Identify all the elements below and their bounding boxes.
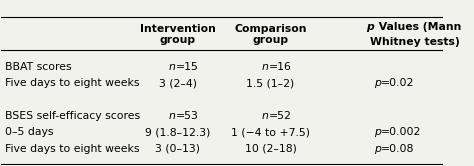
Text: 3 (2–4): 3 (2–4) [159,78,197,88]
Text: 10 (2–18): 10 (2–18) [245,144,297,154]
Text: n: n [169,111,175,121]
Text: n: n [262,62,268,72]
Text: =53: =53 [175,111,198,121]
Text: p: p [374,144,381,154]
Text: Whitney tests): Whitney tests) [370,37,460,47]
Text: 1.5 (1–2): 1.5 (1–2) [246,78,295,88]
Text: Intervention
group: Intervention group [140,24,216,45]
Text: p: p [366,22,374,32]
Text: =0.02: =0.02 [381,78,415,88]
Text: BSES self-efficacy scores: BSES self-efficacy scores [5,111,140,121]
Text: 1 (−4 to +7.5): 1 (−4 to +7.5) [231,127,310,137]
Text: =0.08: =0.08 [381,144,415,154]
Text: 3 (0–13): 3 (0–13) [155,144,200,154]
Text: Values (Mann: Values (Mann [375,22,462,32]
Text: Five days to eight weeks: Five days to eight weeks [5,78,140,88]
Text: =0.002: =0.002 [381,127,421,137]
Text: n: n [169,62,175,72]
Text: n: n [262,111,268,121]
Text: =52: =52 [268,111,291,121]
Text: p: p [374,78,381,88]
Text: BBAT scores: BBAT scores [5,62,72,72]
Text: 0–5 days: 0–5 days [5,127,54,137]
Text: =16: =16 [268,62,291,72]
Text: Comparison
group: Comparison group [234,24,307,45]
Text: 9 (1.8–12.3): 9 (1.8–12.3) [145,127,210,137]
Text: Five days to eight weeks: Five days to eight weeks [5,144,140,154]
Text: p: p [374,127,381,137]
Text: =15: =15 [175,62,198,72]
